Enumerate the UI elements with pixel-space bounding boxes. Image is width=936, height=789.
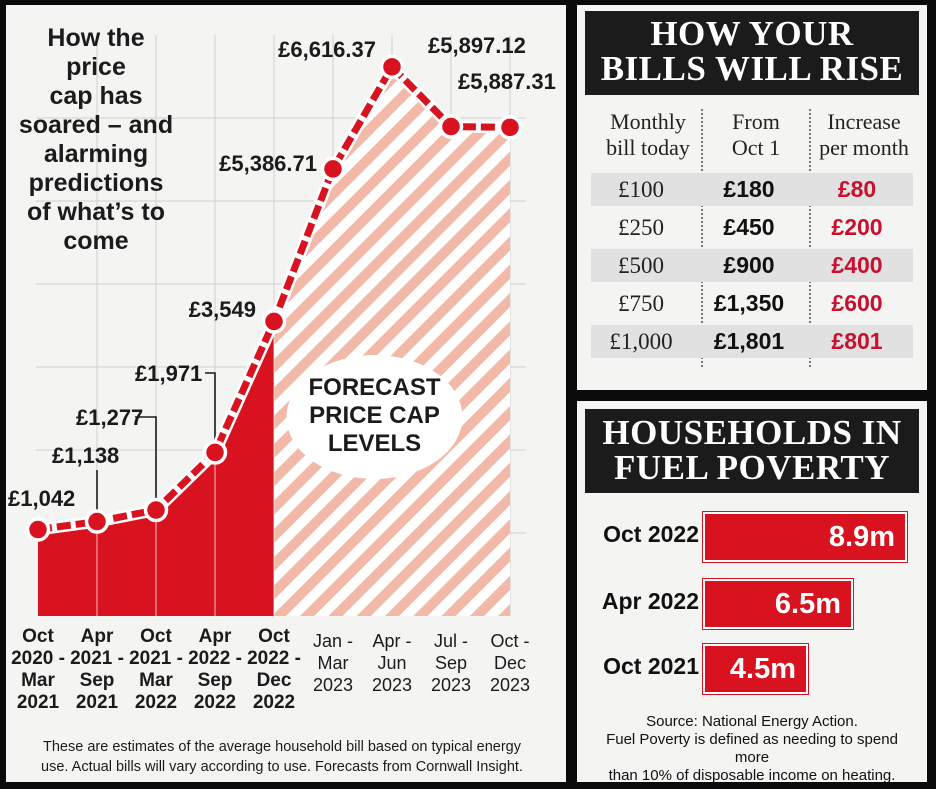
forecast-area (274, 66, 510, 616)
chart-title: price (66, 53, 126, 81)
price-cap-chart-panel: FORECAST PRICE CAP LEVELS £1,042 £1,138 £1,2… (6, 5, 566, 782)
bills-title-line: HOW YOUR (650, 14, 854, 53)
category-label: Mar (21, 670, 55, 691)
poverty-title: HOUSEHOLDS IN FUEL POVERTY (585, 409, 919, 493)
category-label: Apr (199, 626, 232, 647)
poverty-bar-value: 6.5m (774, 588, 841, 620)
poverty-bar: 4.5m (705, 646, 806, 692)
poverty-row-label: Oct 2021 (603, 653, 699, 679)
bills-title: HOW YOUR BILLS WILL RISE (585, 11, 919, 95)
table-row: £750 £1,350 £600 (618, 290, 883, 316)
category-label: 2022 (194, 692, 236, 713)
data-point (261, 309, 287, 334)
table-row: £500 £900 £400 (591, 249, 913, 282)
category-label: Jun (377, 653, 406, 673)
fuel-poverty-panel: HOUSEHOLDS IN FUEL POVERTY Oct 2022 8.9m… (577, 401, 927, 784)
chart-title: cap has (49, 82, 142, 110)
data-label: £6,616.37 (278, 37, 376, 62)
category-label: 2022 (253, 692, 295, 713)
data-point (438, 114, 464, 139)
table-row: £1,000 £1,801 £801 (591, 325, 913, 358)
forecast-label-text: PRICE CAP (309, 402, 440, 429)
category-label: Dec (257, 670, 292, 691)
forecast-label-backdrop (286, 355, 463, 479)
category-label: 2023 (490, 675, 530, 695)
category-label: Sep (80, 670, 115, 691)
data-label: £5,386.71 (219, 151, 317, 176)
data-label: £1,042 (8, 486, 75, 511)
category-label: 2023 (372, 675, 412, 695)
data-label: £3,549 (189, 297, 256, 322)
chart-note: use. Actual bills will vary according to… (41, 759, 523, 775)
data-label: £5,887.31 (458, 69, 556, 94)
table-row: £100 £180 £80 (591, 173, 913, 206)
column-divider (701, 109, 703, 367)
poverty-bar: 6.5m (705, 581, 851, 627)
category-label: 2022 - (247, 648, 301, 669)
chart-title: predictions (29, 169, 164, 197)
category-label: Sep (198, 670, 233, 691)
data-label: £1,138 (52, 443, 119, 468)
data-label: £1,277 (76, 405, 143, 430)
data-label: £1,971 (135, 361, 202, 386)
category-label: Oct (258, 626, 290, 647)
leader-line (205, 372, 216, 441)
chart-note: These are estimates of the average house… (43, 739, 522, 755)
category-label: Dec (494, 653, 526, 673)
data-label: £5,897.12 (428, 33, 526, 58)
poverty-bar: 8.9m (705, 514, 905, 560)
category-label: Sep (435, 653, 467, 673)
chart-title: soared – and (19, 111, 173, 139)
poverty-row-label: Oct 2022 (603, 521, 699, 547)
category-label: Mar (139, 670, 173, 691)
category-label: Oct - (491, 631, 530, 651)
category-label: Apr (81, 626, 114, 647)
table-row: £250 £450 £200 (618, 214, 883, 240)
chart-title: come (63, 227, 128, 255)
poverty-source-note: Source: National Energy Action. Fuel Pov… (606, 713, 898, 784)
data-point (143, 497, 169, 523)
forecast-label-text: LEVELS (328, 430, 421, 457)
category-label: 2023 (313, 675, 353, 695)
category-label: 2021 - (70, 648, 124, 669)
poverty-row-label: Apr 2022 (601, 588, 699, 614)
poverty-bar-value: 8.9m (828, 521, 895, 553)
bills-table-panel: HOW YOUR BILLS WILL RISE Monthly bill tod… (577, 5, 927, 390)
category-label: 2021 - (129, 648, 183, 669)
data-point (25, 517, 51, 542)
category-label: 2020 - (11, 648, 65, 669)
data-point (84, 509, 110, 534)
data-point (497, 115, 523, 140)
header-monthly-bill: Monthly bill today (606, 109, 690, 160)
header-from-oct: From Oct 1 (731, 109, 781, 160)
category-label: 2022 - (188, 648, 242, 669)
chart-title: How the (47, 24, 144, 52)
category-label: 2021 (76, 692, 119, 713)
leader-line (135, 416, 157, 499)
category-label: 2022 (135, 692, 177, 713)
data-point (202, 440, 228, 465)
category-label: 2023 (431, 675, 471, 695)
data-point (379, 54, 405, 80)
chart-title: alarming (44, 140, 148, 168)
category-label: Apr - (372, 631, 411, 651)
category-label: Oct (22, 626, 54, 647)
chart-title: of what’s to (27, 198, 165, 226)
category-label: Oct (140, 626, 172, 647)
bills-title-line: BILLS WILL RISE (600, 49, 904, 88)
poverty-title-line: FUEL POVERTY (613, 448, 891, 487)
category-label: Jan - (313, 631, 353, 651)
category-label: Mar (318, 653, 349, 673)
category-label: Jul - (434, 631, 468, 651)
data-point (320, 156, 346, 182)
header-increase: Increase per month (819, 109, 909, 160)
poverty-title-line: HOUSEHOLDS IN (602, 413, 902, 452)
forecast-label-text: FORECAST (309, 374, 441, 401)
category-label: 2021 (17, 692, 60, 713)
poverty-bar-value: 4.5m (729, 653, 796, 685)
column-divider (809, 109, 811, 367)
